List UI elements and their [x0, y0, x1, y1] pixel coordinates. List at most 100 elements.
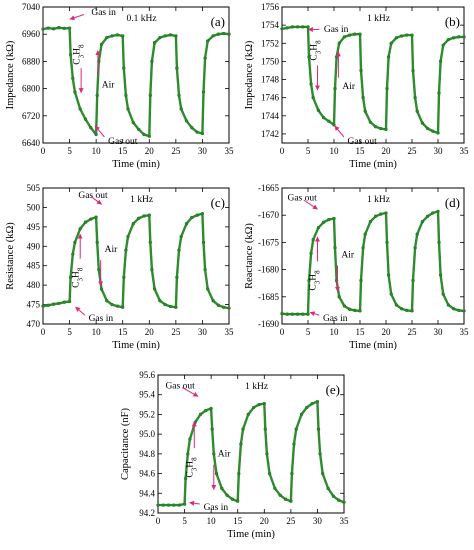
data-point [265, 452, 269, 456]
data-point [41, 304, 45, 308]
data-point [209, 406, 213, 411]
data-point [446, 37, 451, 42]
gas-out-arrow [334, 125, 345, 138]
data-point [368, 220, 373, 224]
data-point [359, 278, 363, 283]
data-point [386, 273, 391, 277]
data-point [290, 312, 295, 316]
data-point [126, 234, 130, 239]
data-point [321, 471, 325, 476]
data-point [280, 27, 284, 31]
data-point [310, 401, 314, 406]
data-point [446, 303, 451, 307]
series-markers [41, 26, 231, 138]
data-point [148, 240, 152, 245]
x-tick-label: 30 [434, 146, 444, 156]
data-point [337, 498, 341, 502]
y-tick-label: 470 [27, 319, 41, 329]
y-tick-label: 475 [27, 300, 41, 310]
x-tick-label: 15 [233, 516, 243, 526]
gas-in-arrow [309, 311, 320, 317]
data-point [142, 132, 146, 137]
gas-in-arrow [75, 306, 86, 316]
data-point [62, 300, 66, 304]
data-point [94, 215, 98, 219]
data-point [309, 251, 313, 255]
x-axis-label: Time (min) [227, 529, 275, 540]
chart-panel-5: 0 5 10 15 20 25 30 35 94.2 94.4 94.6 94.8 95.0 95.2 95… [120, 370, 349, 540]
data-point [188, 437, 192, 441]
gas-formula-label: C3H8 [72, 44, 85, 65]
y-tick-label: 95.2 [139, 409, 155, 419]
data-point [177, 248, 181, 252]
panel-label: (c) [211, 195, 225, 210]
data-point [222, 31, 226, 36]
data-point [195, 213, 199, 217]
data-point [175, 66, 179, 70]
data-point [105, 35, 109, 40]
y-tick-label: -1675 [258, 237, 279, 247]
x-tick-label: 35 [225, 146, 235, 156]
data-point [152, 287, 157, 291]
data-point [206, 39, 210, 43]
data-point [379, 212, 383, 216]
data-point [57, 26, 61, 30]
data-point [436, 131, 440, 135]
data-point [190, 126, 194, 130]
data-point [373, 214, 378, 218]
data-point [220, 486, 224, 491]
x-tick-label: 20 [145, 146, 155, 156]
data-point [163, 34, 167, 38]
data-point [305, 405, 309, 410]
data-point [121, 34, 125, 38]
data-point [316, 108, 321, 113]
y-tick-label: 6720 [22, 111, 41, 121]
data-point [451, 307, 456, 311]
data-point [201, 90, 206, 94]
data-point [307, 55, 311, 59]
data-point [358, 32, 362, 36]
data-point [41, 27, 45, 31]
data-point [389, 292, 393, 296]
data-point [211, 299, 215, 303]
x-tick-label: 5 [306, 327, 311, 337]
data-point [332, 216, 336, 221]
x-tick-label: 10 [330, 327, 340, 337]
plot-frame [281, 187, 465, 325]
y-axis-label: Resistance (kΩ) [5, 222, 16, 290]
data-point [174, 305, 178, 309]
gas-formula-label: C3H8 [309, 270, 322, 291]
series-line [281, 210, 465, 316]
x-tick-label: 35 [460, 146, 470, 156]
data-point [327, 217, 331, 222]
data-point [158, 35, 162, 40]
gas-in-label: Gas in [324, 25, 349, 35]
data-point [241, 427, 245, 431]
chart-panel-1: 0 5 10 15 20 25 30 35 6640 6720 6800 6880 6960 7040 Ti… [5, 2, 234, 170]
data-point [68, 275, 73, 280]
data-point [110, 302, 114, 307]
data-point [78, 227, 82, 231]
x-tick-label: 15 [118, 327, 128, 337]
x-tick-label: 5 [67, 327, 72, 337]
x-tick-label: 15 [356, 327, 366, 337]
data-point [168, 33, 173, 37]
data-point [290, 25, 295, 29]
data-point [94, 132, 98, 137]
data-point [347, 33, 352, 37]
data-point [437, 240, 441, 245]
data-point [212, 452, 216, 456]
data-point [415, 109, 419, 113]
x-tick-label: 10 [92, 146, 102, 156]
data-point [137, 216, 141, 220]
gas-out-label: Gas out [287, 194, 317, 204]
data-point [163, 302, 167, 307]
data-point [78, 107, 82, 111]
y-axis-label: Impedance (kΩ) [244, 40, 255, 109]
data-point [311, 238, 315, 242]
plot-frame [281, 6, 465, 144]
x-tick-label: 0 [280, 146, 285, 156]
gas-out-label: Gas out [108, 137, 138, 147]
data-point [301, 25, 305, 29]
data-point [425, 126, 430, 131]
